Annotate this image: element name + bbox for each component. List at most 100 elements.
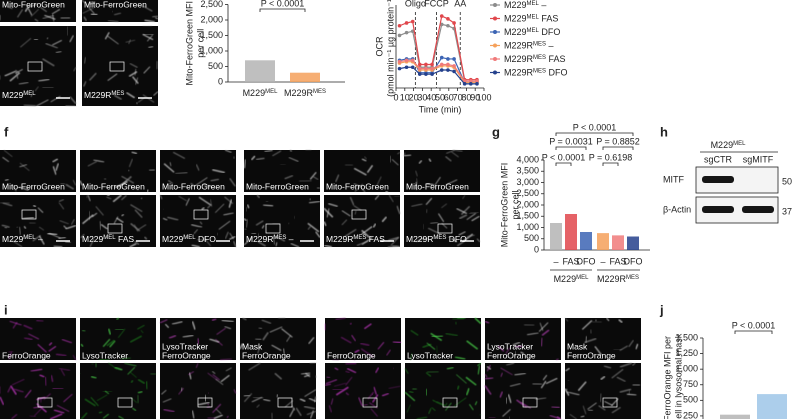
texture [477, 365, 481, 375]
image-label: M229RMES – [246, 234, 294, 244]
point [439, 62, 444, 67]
texture [102, 338, 111, 348]
texture [426, 342, 436, 350]
texture [46, 37, 49, 40]
image-title: Mito-FerroGreen [84, 0, 147, 9]
texture [474, 401, 478, 406]
texture [172, 151, 186, 159]
bar [720, 414, 750, 419]
texture [255, 157, 265, 161]
texture [274, 372, 283, 380]
texture [303, 405, 316, 410]
texture [193, 229, 198, 234]
texture [90, 375, 97, 379]
texture [219, 358, 232, 361]
texture [37, 344, 47, 353]
legend-label: M229MEL – [504, 0, 546, 10]
image-title: LysoTracker [162, 341, 208, 351]
micrograph [80, 363, 156, 419]
texture [459, 214, 468, 220]
texture [125, 39, 136, 43]
texture [10, 385, 17, 396]
legend-marker [493, 70, 497, 75]
label-suffix: DFO [539, 27, 561, 37]
texture [164, 323, 170, 329]
texture [374, 194, 380, 200]
texture [229, 177, 236, 187]
texture [540, 337, 543, 347]
texture [185, 198, 190, 206]
texture [23, 104, 37, 107]
texture [152, 15, 159, 18]
point [452, 21, 456, 25]
texture [349, 322, 353, 326]
texture [34, 86, 39, 92]
texture [108, 362, 118, 370]
point [410, 19, 415, 24]
texture [391, 159, 399, 166]
texture [567, 391, 580, 396]
texture [52, 158, 59, 163]
texture [137, 378, 146, 385]
y-tick-label: 2,000 [200, 14, 223, 24]
texture [291, 405, 296, 411]
texture [354, 210, 357, 215]
texture [284, 400, 294, 408]
texture [195, 164, 200, 171]
texture [295, 407, 302, 417]
texture [90, 396, 99, 407]
texture [555, 358, 559, 361]
inset-box [27, 61, 43, 72]
x-tick-label: 100 [476, 92, 491, 102]
texture [545, 377, 558, 385]
y-axis-label: Mito-FerroGreen MFI [184, 1, 194, 86]
texture [335, 317, 346, 321]
texture [36, 319, 44, 323]
image-title: FerroOrange [567, 350, 616, 360]
texture [598, 405, 606, 411]
texture [372, 394, 379, 403]
point [424, 72, 428, 76]
bar [565, 214, 577, 250]
texture [202, 183, 212, 188]
texture [7, 385, 12, 393]
label-sup: MEL [576, 275, 589, 281]
texture [354, 349, 360, 354]
texture [410, 329, 419, 336]
texture [11, 413, 18, 419]
texture [214, 203, 225, 213]
image-title: Mito-FerroGreen [162, 181, 225, 191]
texture [366, 164, 374, 174]
texture [167, 179, 174, 185]
micrograph [82, 26, 158, 106]
texture [131, 151, 138, 155]
texture [312, 176, 319, 180]
inset-box [522, 397, 538, 408]
texture [360, 342, 370, 347]
band [702, 206, 734, 213]
texture [195, 177, 208, 186]
texture [128, 158, 133, 168]
texture [542, 374, 548, 381]
texture [307, 225, 312, 230]
label-base: M229R [84, 90, 111, 100]
label-sup: MEL [265, 89, 278, 95]
texture [19, 164, 28, 168]
texture [146, 189, 149, 193]
texture [100, 223, 108, 230]
image-title: FerroOrange [2, 350, 51, 360]
texture [213, 414, 223, 419]
texture [124, 362, 137, 367]
texture [263, 398, 271, 402]
label-base: M229 [243, 88, 266, 98]
x-tick-label: 90 [470, 92, 480, 102]
legend-label: M229RMES FAS [504, 54, 566, 64]
texture [73, 66, 77, 72]
texture [261, 319, 272, 324]
texture [89, 72, 97, 81]
texture [162, 217, 168, 221]
texture [58, 367, 71, 371]
texture [55, 51, 62, 54]
image-title: Mito-FerroGreen [326, 181, 389, 191]
texture [53, 245, 63, 248]
